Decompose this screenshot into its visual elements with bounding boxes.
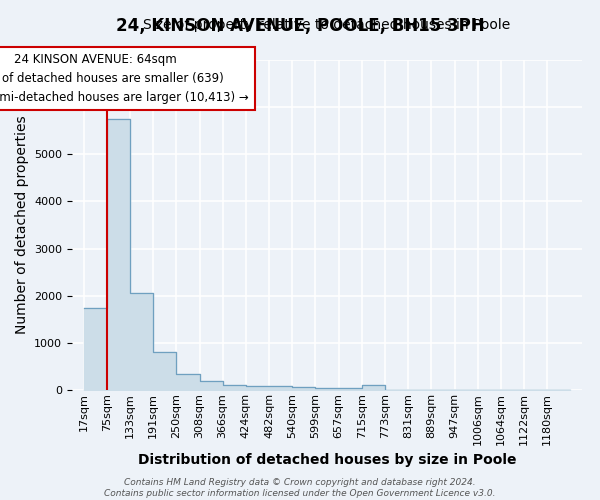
Title: Size of property relative to detached houses in Poole: Size of property relative to detached ho… (143, 18, 511, 32)
Text: 24, KINSON AVENUE, POOLE, BH15 3PH: 24, KINSON AVENUE, POOLE, BH15 3PH (116, 18, 484, 36)
Text: 24 KINSON AVENUE: 64sqm
← 6% of detached houses are smaller (639)
94% of semi-de: 24 KINSON AVENUE: 64sqm ← 6% of detached… (0, 54, 249, 104)
X-axis label: Distribution of detached houses by size in Poole: Distribution of detached houses by size … (138, 453, 516, 467)
Text: Contains HM Land Registry data © Crown copyright and database right 2024.
Contai: Contains HM Land Registry data © Crown c… (104, 478, 496, 498)
Y-axis label: Number of detached properties: Number of detached properties (14, 116, 29, 334)
